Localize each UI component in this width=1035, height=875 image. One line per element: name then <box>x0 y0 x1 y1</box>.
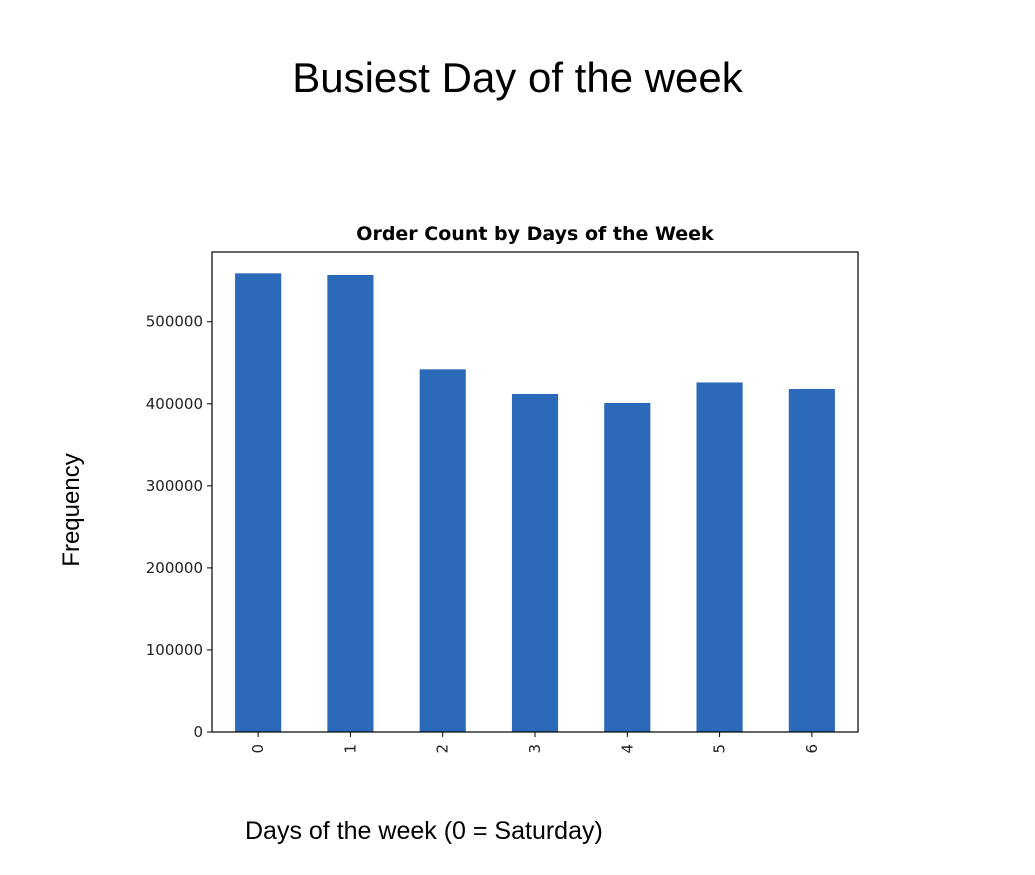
bar-1 <box>327 274 374 732</box>
x-tick-label: 2 <box>434 744 452 754</box>
x-tick-label: 0 <box>249 744 267 754</box>
y-tick-label: 0 <box>193 723 203 741</box>
x-tick-label: 4 <box>618 744 636 754</box>
y-tick-label: 300000 <box>146 477 203 495</box>
bar-2 <box>419 369 466 732</box>
plot-frame <box>211 251 859 733</box>
bar-3 <box>511 393 559 732</box>
y-axis-ticks: 0 100000 200000 300000 400000 500000 <box>146 313 212 741</box>
y-tick-label: 100000 <box>146 641 203 659</box>
chart-title: Order Count by Days of the Week <box>356 223 714 245</box>
x-tick-label: 6 <box>803 744 821 754</box>
slide-title: Busiest Day of the week <box>292 54 743 101</box>
bar-4 <box>604 402 651 732</box>
bar-6 <box>788 389 835 732</box>
x-axis-ticks: 0 1 2 3 4 5 6 <box>249 732 821 754</box>
bar-5 <box>696 382 743 732</box>
y-tick-label: 400000 <box>146 395 203 413</box>
y-tick-label: 500000 <box>146 313 203 331</box>
y-tick-label: 200000 <box>146 559 203 577</box>
bars <box>235 273 835 732</box>
x-axis-caption: Days of the week (0 = Saturday) <box>245 817 603 845</box>
x-tick-label: 1 <box>341 744 359 754</box>
bar-0 <box>235 273 282 732</box>
x-tick-label: 5 <box>711 744 729 754</box>
x-tick-label: 3 <box>526 744 544 754</box>
